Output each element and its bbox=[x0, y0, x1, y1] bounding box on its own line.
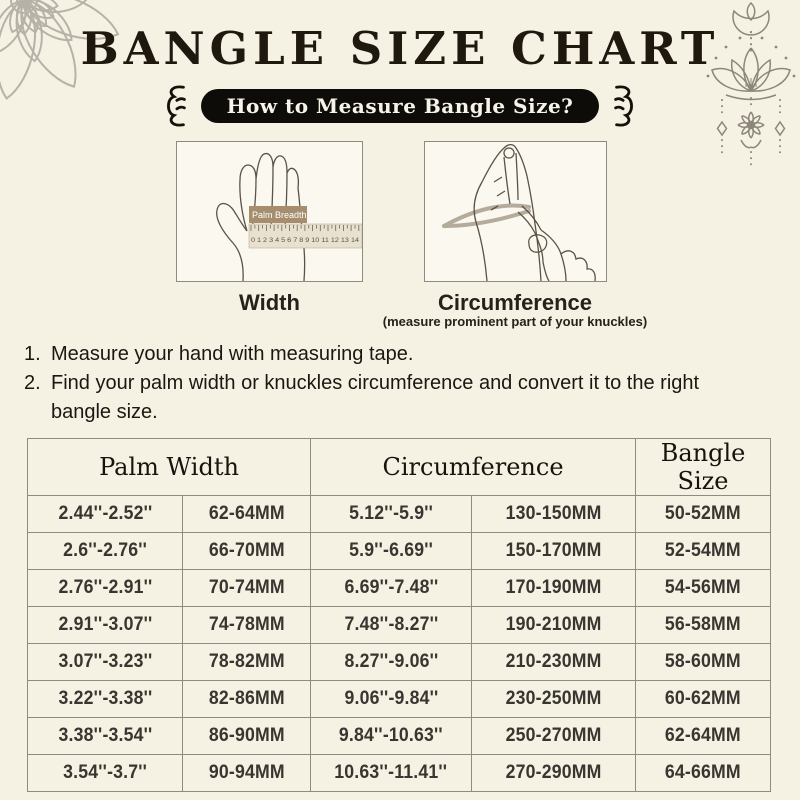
circumference-in: 9.06''-9.84'' bbox=[344, 688, 438, 709]
palm-width-mm: 74-78MM bbox=[208, 614, 285, 635]
circumference-in: 5.9''-6.69'' bbox=[349, 540, 433, 561]
step-number: 2. bbox=[24, 372, 41, 394]
palm-width-mm: 78-82MM bbox=[208, 651, 285, 672]
circumference-caption: Circumference bbox=[437, 290, 593, 315]
step-text: Find your palm width or knuckles circumf… bbox=[51, 372, 700, 423]
bangle-size-mm: 56-58MM bbox=[665, 614, 741, 635]
palm-width-mm: 90-94MM bbox=[208, 762, 285, 783]
instructions: 1. Measure your hand with measuring tape… bbox=[24, 340, 724, 427]
table-row: 2.76''-2.91'' 70-74MM 6.69''-7.48'' 170-… bbox=[27, 569, 772, 607]
bangle-size-mm: 52-54MM bbox=[665, 540, 741, 561]
bangle-size-mm: 62-64MM bbox=[665, 725, 741, 746]
flourish-right-icon bbox=[614, 85, 634, 127]
palm-width-mm: 66-70MM bbox=[208, 540, 285, 561]
palm-width-in: 3.22''-3.38'' bbox=[58, 688, 152, 709]
table-row: 2.91''-3.07'' 74-78MM 7.48''-8.27'' 190-… bbox=[27, 606, 772, 644]
step-number: 1. bbox=[24, 343, 41, 365]
table-header-row: Palm Width Circumference Bangle Size bbox=[26, 438, 772, 496]
bangle-size-mm: 58-60MM bbox=[665, 651, 741, 672]
bangle-size-mm: 54-56MM bbox=[665, 577, 741, 598]
palm-width-mm: 62-64MM bbox=[208, 503, 285, 524]
palm-width-in: 3.07''-3.23'' bbox=[58, 651, 152, 672]
palm-width-in: 3.38''-3.54'' bbox=[58, 725, 152, 746]
circumference-mm: 130-150MM bbox=[505, 503, 602, 524]
circumference-mm: 270-290MM bbox=[505, 762, 602, 783]
header-circumference: Circumference bbox=[310, 438, 637, 496]
palm-width-in: 2.6''-2.76'' bbox=[63, 540, 147, 561]
circumference-mm: 170-190MM bbox=[505, 577, 602, 598]
circumference-in: 10.63''-11.41'' bbox=[334, 762, 448, 783]
circumference-in: 8.27''-9.06'' bbox=[344, 651, 438, 672]
palm-width-mm: 70-74MM bbox=[208, 577, 285, 598]
instruction-step-2: 2. Find your palm width or knuckles circ… bbox=[24, 369, 724, 427]
table-row: 3.07''-3.23'' 78-82MM 8.27''-9.06'' 210-… bbox=[27, 643, 772, 681]
instruction-step-1: 1. Measure your hand with measuring tape… bbox=[24, 340, 724, 369]
how-to-measure-badge: How to Measure Bangle Size? bbox=[200, 89, 600, 123]
mandala-icon bbox=[0, 0, 120, 100]
palm-width-mm: 86-90MM bbox=[208, 725, 285, 746]
bangle-size-mm: 50-52MM bbox=[665, 503, 741, 524]
lotus-ornament-icon bbox=[706, 2, 796, 171]
flourish-left-icon bbox=[166, 85, 186, 127]
table-row: 3.38''-3.54'' 86-90MM 9.84''-10.63'' 250… bbox=[27, 717, 772, 755]
circumference-in: 7.48''-8.27'' bbox=[344, 614, 438, 635]
palm-width-in: 2.44''-2.52'' bbox=[58, 503, 152, 524]
circumference-mm: 250-270MM bbox=[505, 725, 602, 746]
circumference-diagram bbox=[424, 141, 607, 282]
width-caption: Width bbox=[239, 290, 300, 315]
circumference-in: 9.84''-10.63'' bbox=[339, 725, 443, 746]
circumference-mm: 150-170MM bbox=[505, 540, 602, 561]
palm-width-in: 2.76''-2.91'' bbox=[58, 577, 152, 598]
size-table: Palm Width Circumference Bangle Size 2.4… bbox=[26, 438, 772, 792]
step-text: Measure your hand with measuring tape. bbox=[51, 343, 414, 365]
hand-ruler-icon: 0 1 2 3 4 5 6 7 8 9 10 11 12 13 14 Palm … bbox=[216, 152, 363, 282]
table-row: 2.6''-2.76'' 66-70MM 5.9''-6.69'' 150-17… bbox=[27, 532, 772, 570]
table-row: 3.54''-3.7'' 90-94MM 10.63''-11.41'' 270… bbox=[27, 754, 772, 792]
hand-tape-icon bbox=[442, 143, 596, 282]
circumference-note: (measure prominent part of your knuckles… bbox=[382, 314, 648, 329]
circumference-mm: 210-230MM bbox=[505, 651, 602, 672]
header-bangle-size: Bangle Size bbox=[635, 438, 772, 496]
ruler-numbers: 0 1 2 3 4 5 6 7 8 9 10 11 12 13 14 bbox=[251, 237, 359, 244]
header-palm-width: Palm Width bbox=[26, 438, 312, 496]
palm-width-diagram: 0 1 2 3 4 5 6 7 8 9 10 11 12 13 14 Palm … bbox=[176, 141, 363, 282]
palm-width-in: 3.54''-3.7'' bbox=[63, 762, 147, 783]
how-to-measure-badge-row: How to Measure Bangle Size? bbox=[0, 84, 800, 128]
circumference-mm: 230-250MM bbox=[505, 688, 602, 709]
circumference-mm: 190-210MM bbox=[505, 614, 602, 635]
table-row: 3.22''-3.38'' 82-86MM 9.06''-9.84'' 230-… bbox=[27, 680, 772, 718]
palm-breadth-label: Palm Breadth bbox=[252, 210, 307, 220]
circumference-in: 5.12''-5.9'' bbox=[349, 503, 433, 524]
bangle-size-mm: 64-66MM bbox=[665, 762, 741, 783]
palm-width-mm: 82-86MM bbox=[208, 688, 285, 709]
palm-width-in: 2.91''-3.07'' bbox=[58, 614, 152, 635]
bangle-size-mm: 60-62MM bbox=[665, 688, 741, 709]
circumference-in: 6.69''-7.48'' bbox=[344, 577, 438, 598]
table-row: 2.44''-2.52'' 62-64MM 5.12''-5.9'' 130-1… bbox=[27, 495, 772, 533]
page-title: BANGLE SIZE CHART bbox=[80, 22, 720, 75]
